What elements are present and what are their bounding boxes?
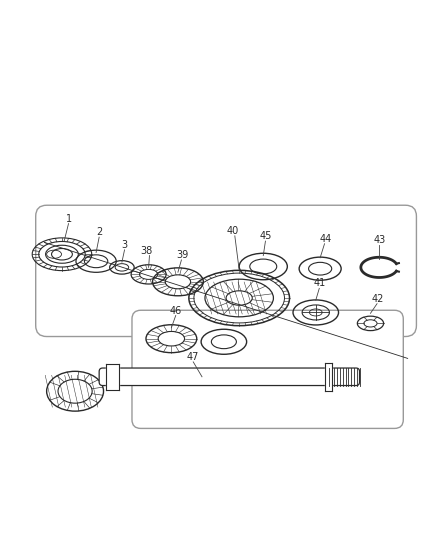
Text: 47: 47: [186, 352, 198, 362]
Text: 39: 39: [176, 250, 188, 260]
Text: 3: 3: [121, 240, 127, 250]
Text: 41: 41: [312, 278, 325, 288]
FancyBboxPatch shape: [99, 368, 359, 385]
Text: 43: 43: [372, 236, 385, 246]
Text: 38: 38: [140, 246, 152, 255]
Text: 46: 46: [169, 305, 181, 316]
Text: 42: 42: [371, 294, 383, 304]
Text: 1: 1: [65, 214, 71, 224]
Text: 2: 2: [96, 227, 102, 237]
FancyBboxPatch shape: [35, 205, 416, 336]
FancyBboxPatch shape: [132, 310, 403, 429]
Text: 44: 44: [318, 234, 331, 244]
Text: 45: 45: [259, 231, 271, 241]
Text: 40: 40: [226, 226, 238, 236]
